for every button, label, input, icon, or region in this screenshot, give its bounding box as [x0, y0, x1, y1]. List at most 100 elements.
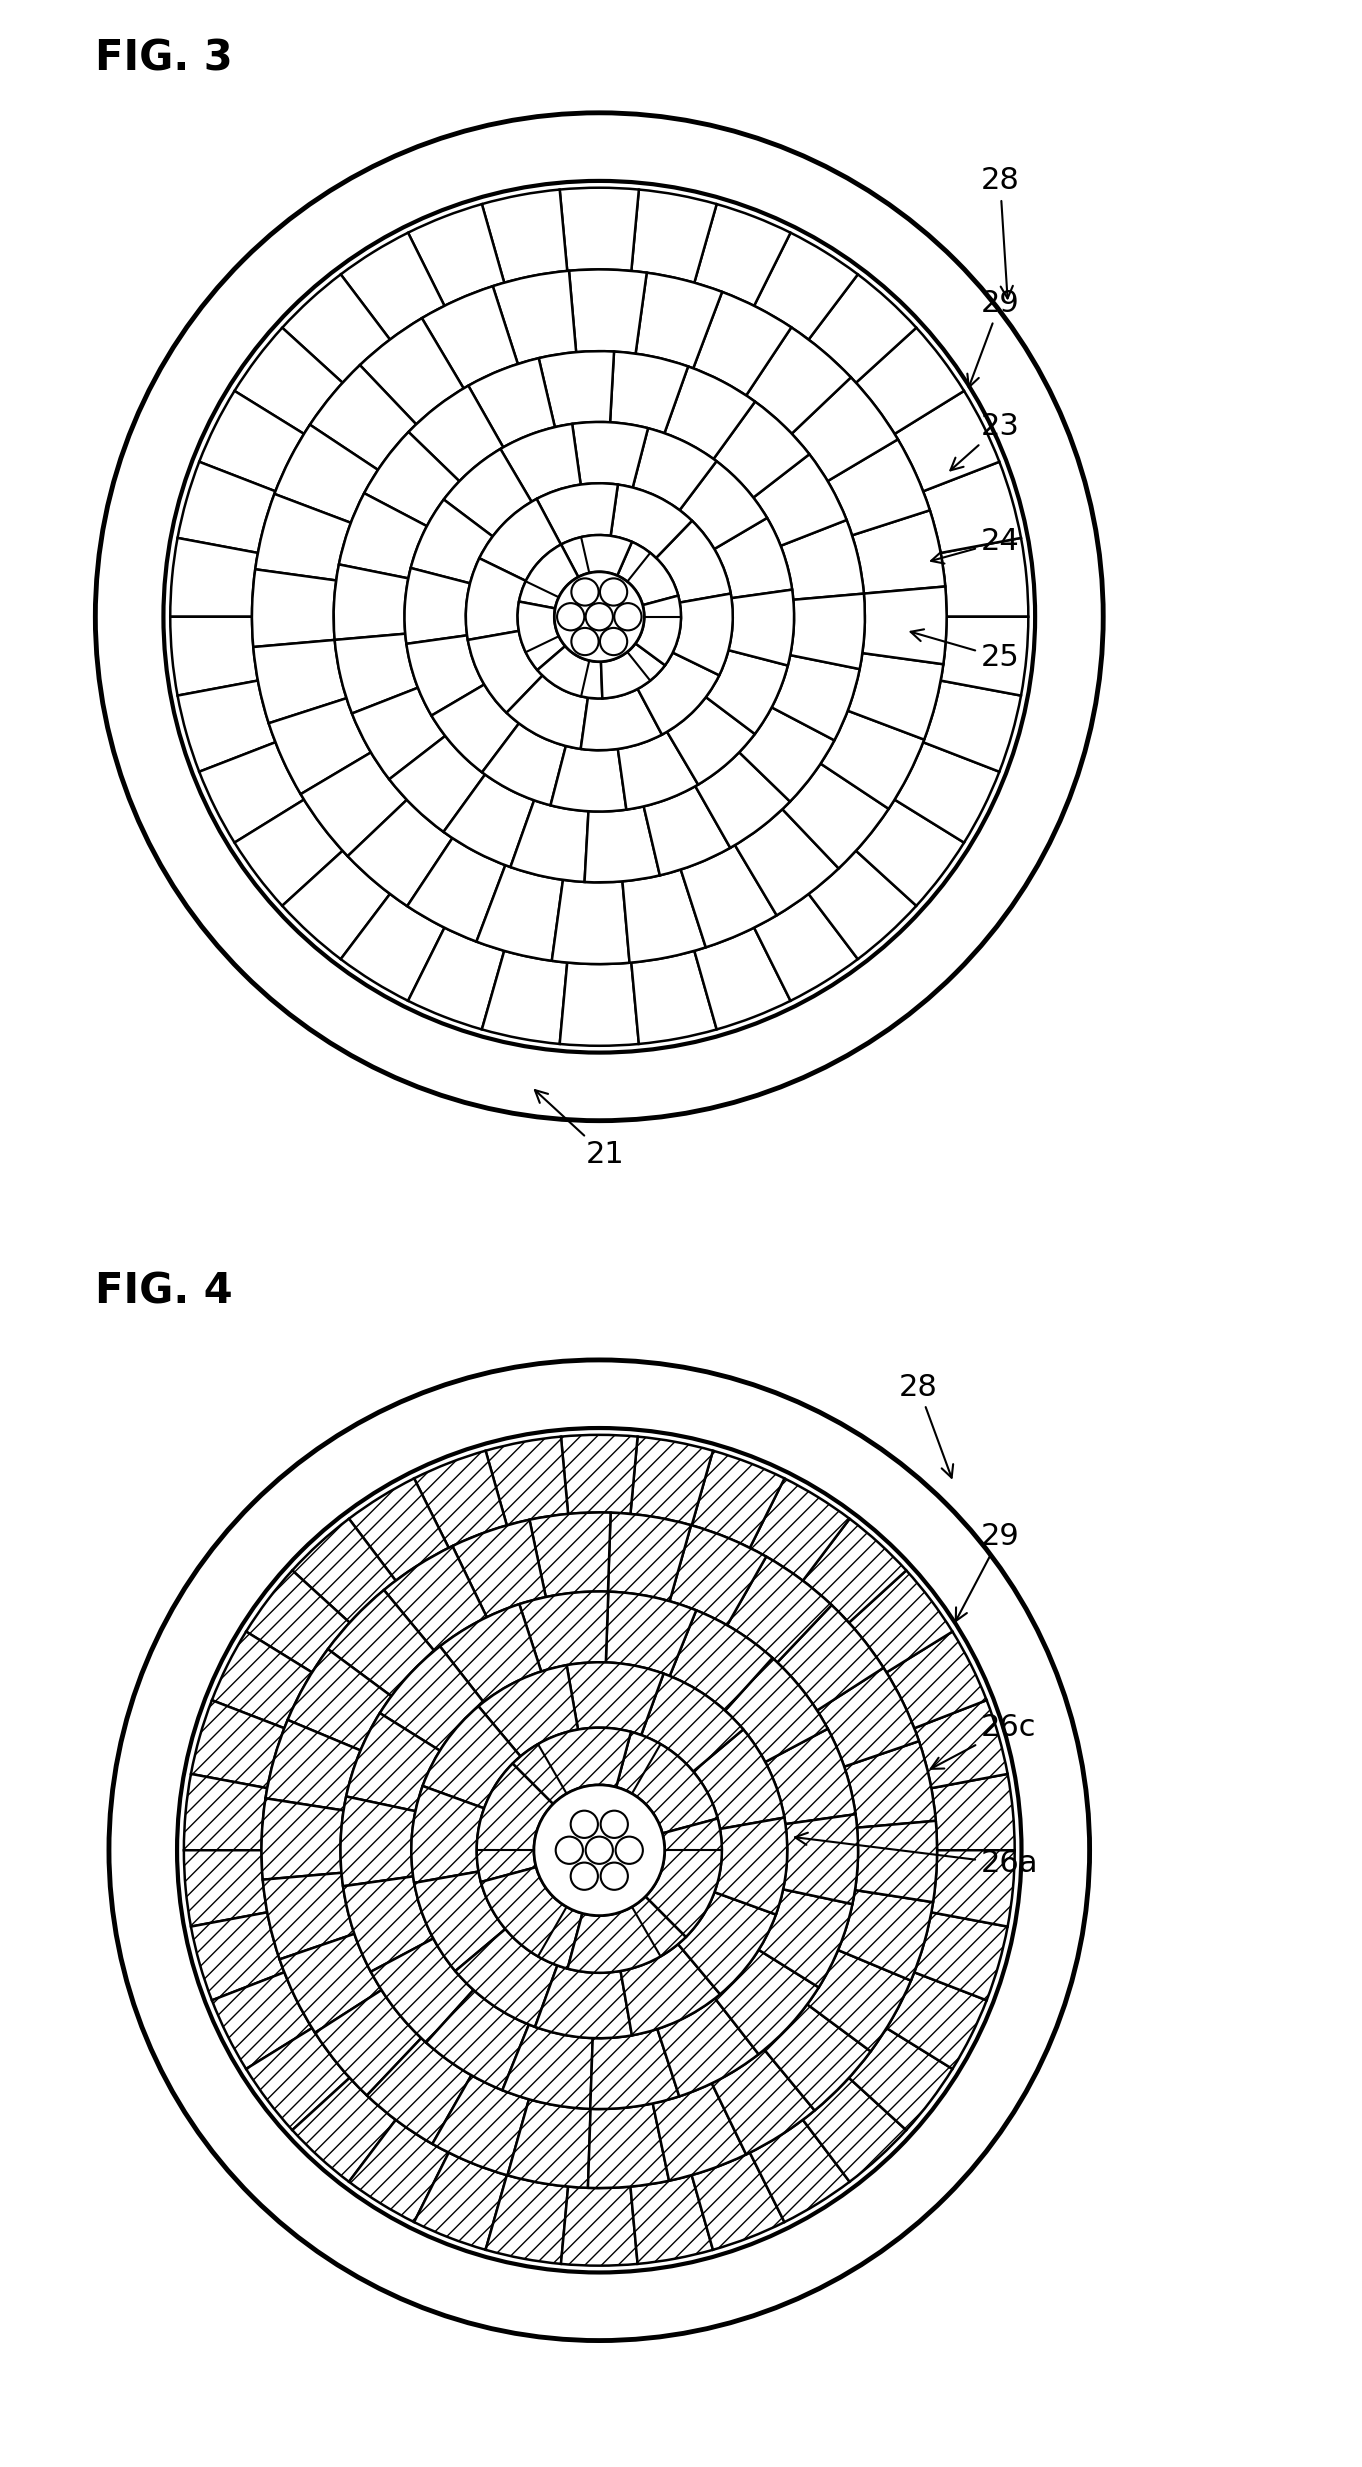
- Circle shape: [572, 577, 599, 604]
- Wedge shape: [340, 1796, 415, 1887]
- Wedge shape: [452, 1520, 546, 1618]
- Wedge shape: [572, 422, 648, 488]
- Wedge shape: [479, 498, 561, 580]
- Wedge shape: [507, 676, 588, 750]
- Wedge shape: [567, 1663, 663, 1734]
- Circle shape: [571, 1811, 598, 1838]
- Wedge shape: [632, 190, 716, 284]
- Wedge shape: [512, 1727, 631, 1803]
- Circle shape: [601, 1811, 628, 1838]
- Wedge shape: [715, 1818, 787, 1914]
- Wedge shape: [895, 390, 1000, 491]
- Wedge shape: [714, 518, 793, 597]
- Wedge shape: [293, 2077, 396, 2181]
- Wedge shape: [199, 390, 304, 491]
- Wedge shape: [670, 1525, 767, 1626]
- Wedge shape: [482, 190, 567, 284]
- Wedge shape: [665, 368, 755, 459]
- Wedge shape: [887, 1971, 986, 2070]
- Wedge shape: [328, 1591, 434, 1697]
- Wedge shape: [590, 2028, 680, 2109]
- Wedge shape: [923, 461, 1022, 553]
- Circle shape: [95, 113, 1103, 1120]
- Wedge shape: [914, 1912, 1008, 2001]
- Wedge shape: [477, 1764, 553, 1882]
- Wedge shape: [941, 617, 1028, 696]
- Text: FIG. 3: FIG. 3: [95, 37, 233, 79]
- Text: 29: 29: [956, 1522, 1019, 1621]
- Wedge shape: [500, 424, 580, 501]
- Wedge shape: [482, 723, 565, 804]
- Wedge shape: [384, 1547, 486, 1650]
- Wedge shape: [670, 1611, 772, 1710]
- Wedge shape: [469, 358, 554, 447]
- Wedge shape: [503, 2025, 592, 2109]
- Wedge shape: [234, 328, 343, 434]
- Wedge shape: [692, 1451, 785, 1547]
- Wedge shape: [750, 2119, 850, 2223]
- Circle shape: [586, 1835, 613, 1865]
- Wedge shape: [351, 688, 445, 780]
- Wedge shape: [809, 851, 917, 960]
- Circle shape: [616, 1835, 643, 1865]
- Wedge shape: [755, 232, 858, 340]
- Circle shape: [554, 572, 644, 661]
- Wedge shape: [455, 1929, 557, 2028]
- Wedge shape: [444, 449, 531, 535]
- Wedge shape: [432, 2075, 528, 2176]
- Wedge shape: [695, 928, 790, 1029]
- Wedge shape: [170, 538, 257, 617]
- Wedge shape: [519, 1591, 609, 1673]
- Circle shape: [599, 577, 627, 604]
- Wedge shape: [714, 402, 809, 498]
- Circle shape: [599, 629, 627, 656]
- Wedge shape: [631, 2176, 712, 2265]
- Wedge shape: [656, 521, 731, 602]
- Text: 26a: 26a: [795, 1833, 1038, 1877]
- Wedge shape: [862, 587, 947, 664]
- Wedge shape: [406, 636, 485, 715]
- Wedge shape: [740, 708, 835, 802]
- Wedge shape: [414, 1451, 507, 1547]
- Wedge shape: [405, 567, 470, 644]
- Wedge shape: [301, 752, 407, 856]
- Wedge shape: [622, 868, 706, 962]
- Wedge shape: [617, 543, 678, 604]
- Wedge shape: [791, 377, 898, 481]
- Wedge shape: [712, 2050, 814, 2154]
- Wedge shape: [334, 565, 409, 639]
- Wedge shape: [636, 595, 681, 666]
- Wedge shape: [753, 454, 847, 545]
- Wedge shape: [780, 521, 864, 599]
- Wedge shape: [765, 1729, 855, 1823]
- Wedge shape: [486, 1436, 568, 1525]
- Wedge shape: [409, 385, 503, 481]
- Wedge shape: [478, 1665, 577, 1757]
- Circle shape: [601, 1863, 628, 1890]
- Wedge shape: [561, 2186, 637, 2265]
- Wedge shape: [849, 1571, 952, 1673]
- Wedge shape: [212, 1971, 312, 2070]
- Wedge shape: [287, 1648, 391, 1752]
- Circle shape: [557, 602, 584, 632]
- Wedge shape: [493, 271, 576, 365]
- Wedge shape: [778, 1606, 884, 1710]
- Wedge shape: [725, 1658, 828, 1761]
- Circle shape: [571, 1863, 598, 1890]
- Wedge shape: [191, 1700, 285, 1789]
- Wedge shape: [266, 1719, 361, 1811]
- Wedge shape: [808, 1949, 911, 2053]
- Wedge shape: [339, 493, 426, 577]
- Wedge shape: [282, 274, 390, 382]
- Wedge shape: [729, 590, 794, 666]
- Wedge shape: [508, 2099, 591, 2188]
- Wedge shape: [340, 893, 444, 1002]
- Wedge shape: [349, 2119, 448, 2223]
- Wedge shape: [759, 1890, 853, 1988]
- Wedge shape: [802, 1520, 906, 1623]
- Wedge shape: [414, 1872, 505, 1971]
- Wedge shape: [667, 698, 755, 785]
- Text: 29: 29: [967, 289, 1019, 387]
- Wedge shape: [311, 365, 417, 469]
- Wedge shape: [782, 765, 888, 868]
